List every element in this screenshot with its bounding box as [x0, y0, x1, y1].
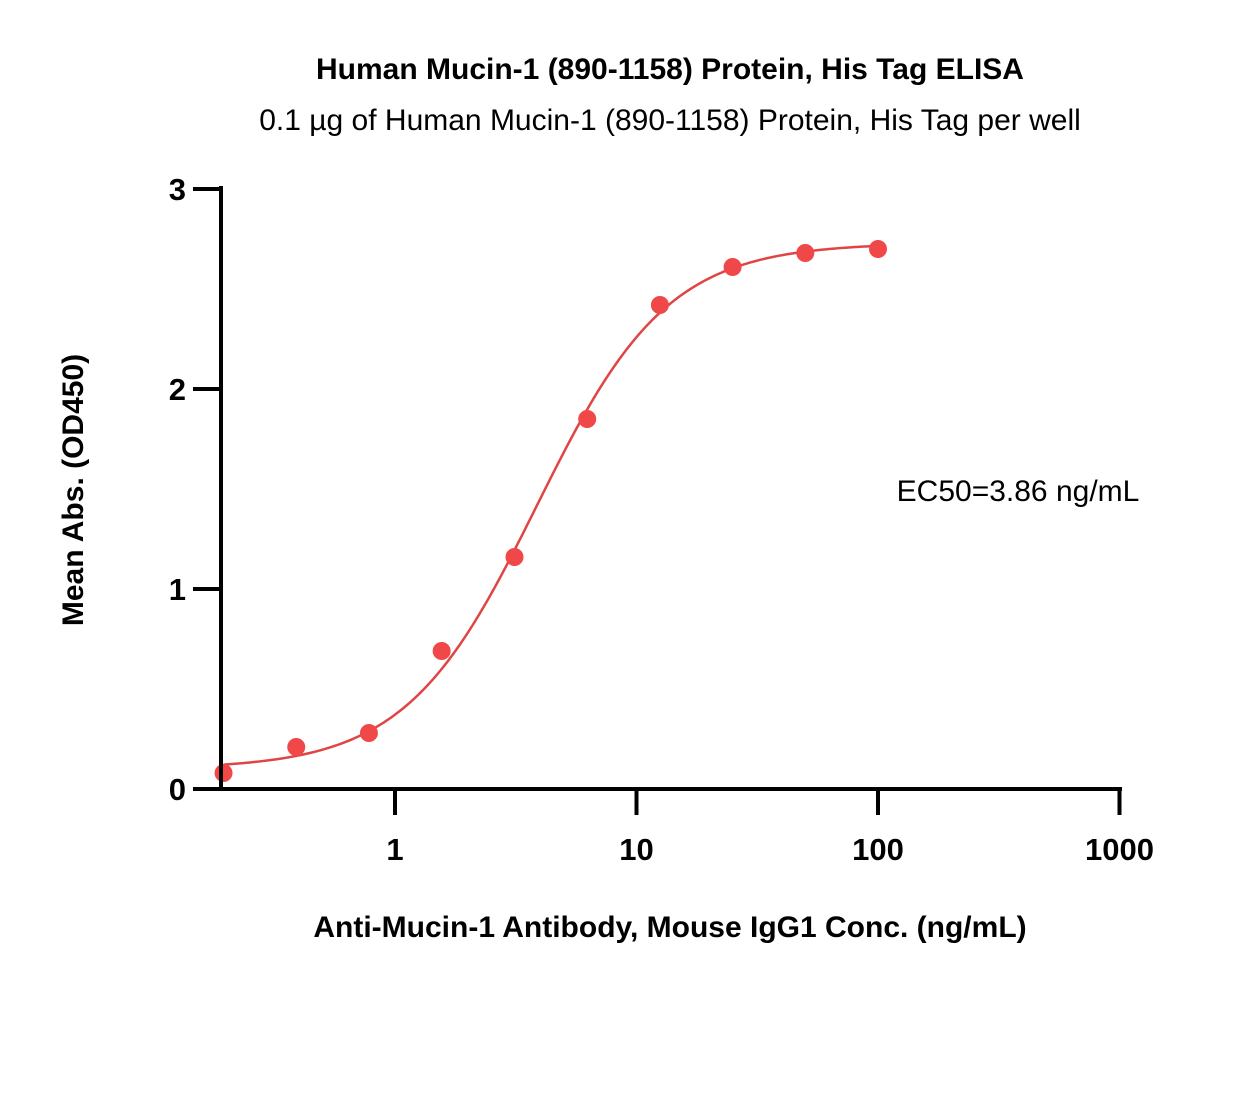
chart-subtitle: 0.1 µg of Human Mucin-1 (890-1158) Prote… [259, 104, 1081, 137]
ec50-annotation: EC50=3.86 ng/mL [897, 475, 1140, 508]
y-tick-label: 3 [169, 172, 186, 207]
x-tick-label: 100 [852, 832, 904, 867]
x-axis-ticks: 1 10 100 1000 [386, 789, 1154, 867]
data-point [359, 724, 378, 742]
y-axis-label: Mean Abs. (OD450) [57, 354, 90, 626]
data-point [796, 244, 815, 262]
data-point [214, 764, 233, 782]
x-axis-label: Anti-Mucin-1 Antibody, Mouse IgG1 Conc. … [313, 911, 1026, 944]
y-tick-label: 2 [169, 372, 186, 407]
data-point [505, 548, 524, 566]
data-point [869, 240, 887, 258]
x-tick-label: 1000 [1085, 832, 1154, 867]
data-points [214, 240, 887, 782]
data-point [578, 410, 597, 428]
data-point [723, 258, 742, 276]
y-tick-label: 1 [169, 572, 186, 607]
y-axis-ticks: 0 1 2 3 [169, 172, 221, 807]
x-tick-label: 1 [386, 832, 403, 867]
data-point [432, 642, 451, 660]
fit-curve [223, 244, 879, 766]
chart-title: Human Mucin-1 (890-1158) Protein, His Ta… [316, 53, 1024, 86]
plot-area [214, 240, 887, 782]
y-tick-label: 0 [169, 772, 186, 807]
x-tick-label: 10 [619, 832, 653, 867]
data-point [287, 738, 306, 756]
data-point [650, 296, 669, 314]
